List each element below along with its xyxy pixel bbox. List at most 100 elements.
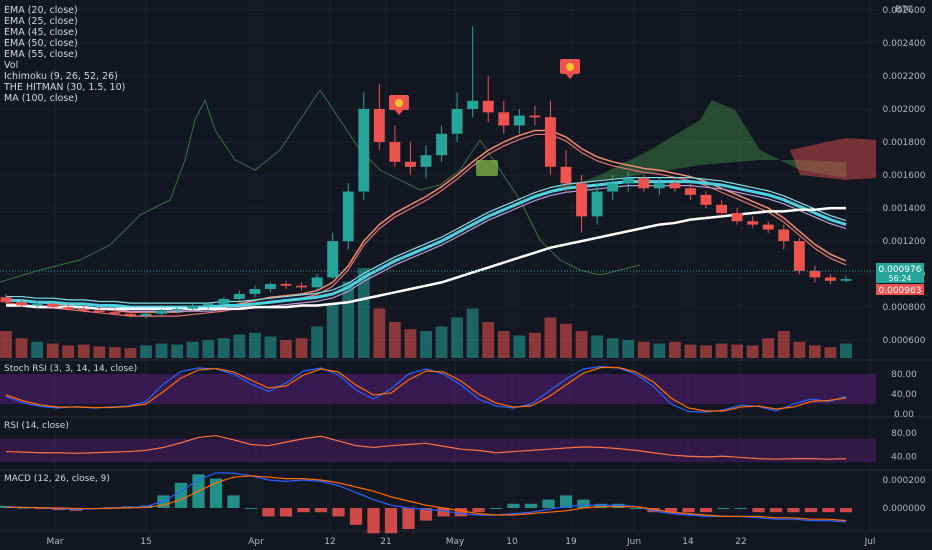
macd-histogram-bar bbox=[699, 508, 713, 513]
volume-bar bbox=[622, 340, 635, 358]
volume-bar bbox=[357, 268, 370, 358]
macd-histogram-bar bbox=[489, 508, 503, 509]
last-price-value: 0.000976 bbox=[879, 265, 922, 275]
rsi-title: RSI (14, close) bbox=[4, 421, 69, 431]
volume-bar bbox=[684, 344, 697, 358]
macd-histogram-bar bbox=[542, 499, 555, 508]
volume-bar bbox=[217, 338, 230, 358]
price-tick-label: 0.002600 bbox=[883, 6, 926, 16]
bear-signal-icon bbox=[560, 59, 580, 79]
volume-bar bbox=[93, 346, 106, 358]
price-tick-label: 0.001600 bbox=[883, 171, 926, 181]
volume-bar bbox=[264, 336, 277, 358]
candle-body bbox=[233, 293, 245, 299]
volume-bar bbox=[124, 348, 137, 358]
candle-body bbox=[31, 303, 43, 306]
candle-body bbox=[840, 279, 852, 281]
candle-body bbox=[700, 194, 712, 205]
volume-bar bbox=[700, 345, 712, 358]
candle-body bbox=[373, 108, 385, 143]
time-axis-label: 21 bbox=[380, 537, 391, 547]
legend-item: EMA (25, close) bbox=[4, 16, 78, 27]
candle-body bbox=[202, 303, 214, 306]
ema-50-line bbox=[6, 180, 847, 309]
candle-body bbox=[762, 224, 774, 230]
signal-markers bbox=[389, 59, 580, 176]
alt-price-badge bbox=[876, 284, 924, 295]
candle-body bbox=[140, 313, 152, 316]
candlestick-series[interactable] bbox=[0, 26, 852, 319]
volume-bar bbox=[435, 326, 448, 358]
macd-histogram-bar bbox=[367, 508, 380, 534]
volume-bar bbox=[513, 335, 526, 358]
volume-bar bbox=[388, 322, 401, 358]
time-axis-label: May bbox=[446, 537, 465, 547]
macd-pane[interactable]: 0.000200 0.000000 bbox=[0, 472, 926, 534]
macd-histogram-bar bbox=[174, 482, 188, 508]
macd-histogram-bar bbox=[384, 508, 398, 534]
candle-body bbox=[576, 183, 587, 217]
candle-body bbox=[793, 241, 805, 271]
candle-body bbox=[280, 284, 292, 286]
volume-bar bbox=[342, 281, 355, 358]
legend-item: EMA (20, close) bbox=[4, 5, 78, 16]
time-axis-label: 15 bbox=[140, 537, 151, 547]
time-axis-label: Jun bbox=[626, 537, 641, 547]
volume-bar bbox=[544, 317, 557, 358]
candle-body bbox=[93, 310, 105, 313]
macd-histogram-bar bbox=[717, 508, 730, 509]
volume-bar bbox=[171, 344, 184, 358]
rsi-line bbox=[5, 435, 847, 460]
rsi-pane[interactable]: 80.00 40.00 bbox=[0, 429, 917, 463]
candle-body bbox=[747, 221, 759, 225]
time-axis-label: Mar bbox=[47, 537, 64, 547]
macd-histogram-bar bbox=[734, 508, 748, 509]
macd-histogram-bar bbox=[612, 503, 625, 508]
volume-bar bbox=[824, 347, 837, 358]
macd-histogram-bar bbox=[787, 508, 800, 513]
candle-body bbox=[716, 204, 727, 214]
candle-body bbox=[685, 188, 696, 195]
macd-tick-label: 0.000000 bbox=[883, 504, 926, 514]
candle-body bbox=[669, 183, 681, 189]
ema-55-line bbox=[6, 185, 847, 312]
volume-bar bbox=[326, 304, 339, 358]
candle-body bbox=[342, 191, 354, 242]
stoch-tick-label: 40.00 bbox=[891, 390, 917, 400]
time-axis-label: 19 bbox=[565, 537, 577, 547]
macd-histogram-bar bbox=[332, 508, 345, 517]
volume-bar bbox=[482, 322, 495, 358]
candle-body bbox=[296, 285, 307, 288]
candle-body bbox=[451, 108, 463, 134]
volume-bar bbox=[591, 335, 604, 358]
cloud-bearish bbox=[790, 138, 876, 180]
volume-bar bbox=[731, 344, 744, 358]
macd-histogram-bar bbox=[752, 508, 765, 513]
candle-body bbox=[109, 312, 121, 314]
candle-body bbox=[420, 155, 432, 167]
time-axis-label: Apr bbox=[248, 537, 264, 547]
price-tick-label: 0.000600 bbox=[883, 336, 926, 346]
macd-histogram-bar bbox=[822, 508, 835, 513]
time-axis-label: 12 bbox=[324, 537, 335, 547]
volume-bar bbox=[77, 344, 90, 358]
time-axis[interactable]: Mar 15 Apr 12 21 May 10 19 Jun 14 22 Jul bbox=[47, 537, 876, 547]
time-axis-label: 10 bbox=[506, 537, 518, 547]
candle-body bbox=[218, 298, 230, 304]
legend-item: MA (100, close) bbox=[4, 93, 78, 104]
indicator-legend[interactable]: EMA (20, close)EMA (25, close)EMA (45, c… bbox=[3, 5, 125, 104]
price-tick-label: 0.002200 bbox=[883, 72, 926, 82]
price-tick-label: 0.000800 bbox=[883, 303, 926, 313]
volume-bar bbox=[808, 345, 821, 358]
volume-bar bbox=[575, 331, 588, 358]
macd-histogram-bar bbox=[454, 508, 468, 517]
candle-body bbox=[731, 213, 743, 222]
volume-bar bbox=[715, 343, 728, 358]
volume-bar bbox=[373, 308, 386, 358]
macd-histogram-bar bbox=[577, 499, 590, 508]
legend-item: THE HITMAN (30, 1.5, 10) bbox=[3, 82, 125, 93]
candle-body bbox=[545, 117, 556, 167]
stoch-rsi-pane[interactable]: 80.00 40.00 0.00 bbox=[0, 365, 917, 421]
volume-bar bbox=[0, 331, 12, 358]
